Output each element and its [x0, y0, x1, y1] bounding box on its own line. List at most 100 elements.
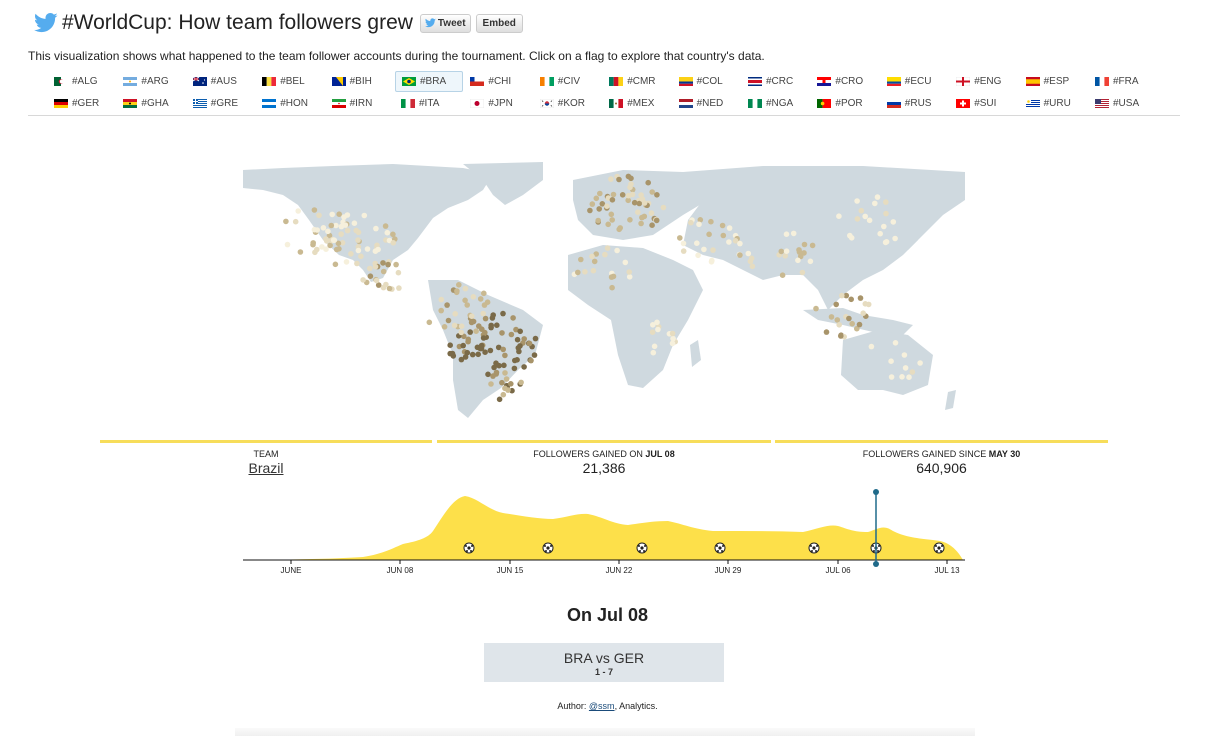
flag-kor-button[interactable]: #KOR [534, 93, 602, 114]
flag-label: #IRN [349, 98, 373, 109]
flag-mex-button[interactable]: #MEX [603, 93, 671, 114]
follower-density-dot [482, 349, 488, 355]
follower-density-dot [382, 223, 389, 229]
author-handle-link[interactable]: @ssm [588, 701, 615, 711]
flag-eng-button[interactable]: #ENG [950, 71, 1018, 92]
australia-flag-icon [192, 77, 207, 86]
bosnia-flag-icon [331, 77, 346, 86]
flag-label: #ALG [72, 76, 98, 87]
follower-density-dot [323, 238, 330, 244]
flag-label: #USA [1113, 98, 1140, 109]
follower-density-dot [505, 387, 511, 393]
flag-label: #GER [72, 98, 100, 109]
flag-ecu-button[interactable]: #ECU [881, 71, 949, 92]
soccer-ball-icon[interactable] [714, 542, 726, 554]
follower-density-dot [482, 329, 488, 336]
flag-bel-button[interactable]: #BEL [256, 71, 324, 92]
follower-density-dot [477, 296, 484, 302]
follower-density-dot [677, 235, 683, 241]
cameroon-flag-icon [609, 77, 624, 86]
follower-density-dot [348, 251, 354, 257]
flag-rus-button[interactable]: #RUS [881, 93, 949, 114]
match-card[interactable]: BRA vs GER 1 - 7 [484, 643, 724, 682]
follower-density-dot [454, 288, 460, 294]
follower-density-dot [335, 240, 342, 247]
flag-arg-button[interactable]: #ARG [117, 71, 185, 92]
follower-density-dot [617, 225, 623, 231]
flag-bra-button[interactable]: #BRA [395, 71, 463, 92]
soccer-ball-icon[interactable] [808, 542, 820, 554]
flag-chi-button[interactable]: #CHI [464, 71, 532, 92]
flag-crc-button[interactable]: #CRC [742, 71, 810, 92]
follower-density-dot [604, 203, 610, 209]
timeline-tick-label: JUN 08 [387, 566, 414, 575]
flag-gre-button[interactable]: #GRE [187, 93, 255, 114]
flag-ger-button[interactable]: #GER [48, 93, 116, 114]
follower-density-dot [469, 313, 475, 319]
follower-density-dot [710, 247, 716, 253]
flag-civ-button[interactable]: #CIV [534, 71, 602, 92]
follower-density-dot [839, 292, 845, 299]
flag-col-button[interactable]: #COL [673, 71, 741, 92]
team-link[interactable]: Brazil [248, 460, 284, 476]
flag-bih-button[interactable]: #BIH [326, 71, 394, 92]
follower-density-dot [578, 256, 584, 263]
flag-aus-button[interactable]: #AUS [187, 71, 255, 92]
selected-date-marker-bottom[interactable] [873, 561, 879, 567]
follower-density-dot [605, 221, 611, 228]
flag-nga-button[interactable]: #NGA [742, 93, 810, 114]
follower-density-dot [622, 259, 629, 266]
flag-usa-button[interactable]: #USA [1089, 93, 1157, 114]
flag-fra-button[interactable]: #FRA [1089, 71, 1157, 92]
soccer-ball-icon[interactable] [933, 542, 945, 554]
soccer-ball-icon[interactable] [463, 542, 475, 554]
follower-density-dot [517, 343, 523, 349]
flag-esp-button[interactable]: #ESP [1020, 71, 1088, 92]
flag-label: #ESP [1043, 76, 1070, 87]
flag-sui-button[interactable]: #SUI [950, 93, 1018, 114]
follower-density-dot [836, 213, 842, 219]
follower-density-dot [372, 248, 379, 254]
embed-button[interactable]: Embed [475, 13, 523, 33]
flag-alg-button[interactable]: #ALG [48, 71, 116, 92]
follower-density-dot [445, 317, 452, 324]
soccer-ball-icon[interactable] [636, 542, 648, 554]
flag-gha-button[interactable]: #GHA [117, 93, 185, 114]
flag-label: #MEX [627, 98, 655, 109]
followers-timeline[interactable]: JUNE JUN 08 JUN 15 JUN 22 JUN 29 JUL 06 JUL 13 [243, 486, 967, 578]
flag-por-button[interactable]: #POR [811, 93, 879, 114]
follower-density-dot [650, 322, 656, 328]
follower-density-dot [355, 237, 361, 243]
follower-density-dot [680, 240, 687, 247]
flag-uru-button[interactable]: #URU [1020, 93, 1088, 114]
follower-density-dot [373, 277, 380, 284]
follower-density-dot [528, 357, 534, 364]
follower-density-dot [597, 190, 603, 197]
flag-jpn-button[interactable]: #JPN [464, 93, 532, 114]
follower-density-dot [602, 251, 608, 258]
map-landmass [683, 166, 965, 310]
follower-density-dot [625, 192, 632, 199]
flag-hon-button[interactable]: #HON [256, 93, 324, 114]
follower-density-dot [336, 211, 342, 217]
selected-date-marker-top[interactable] [873, 489, 879, 495]
flag-cro-button[interactable]: #CRO [811, 71, 879, 92]
follower-density-dot [782, 253, 788, 259]
follower-density-dot [649, 329, 656, 335]
follower-density-dot [390, 231, 396, 238]
follower-density-dot [386, 285, 393, 292]
follower-density-dot [848, 296, 854, 303]
flag-label: #CMR [627, 76, 656, 87]
follower-density-dot [478, 345, 485, 352]
follower-density-dot [635, 209, 641, 215]
flag-cmr-button[interactable]: #CMR [603, 71, 671, 92]
tweet-button[interactable]: Tweet [419, 13, 471, 33]
flag-ned-button[interactable]: #NED [673, 93, 741, 114]
follower-density-dot [511, 365, 518, 372]
flag-ita-button[interactable]: #ITA [395, 93, 463, 114]
soccer-ball-icon[interactable] [542, 542, 554, 554]
follower-density-dot [591, 258, 598, 265]
flag-irn-button[interactable]: #IRN [326, 93, 394, 114]
follower-density-dot [531, 352, 538, 358]
follower-density-dot [697, 217, 704, 223]
